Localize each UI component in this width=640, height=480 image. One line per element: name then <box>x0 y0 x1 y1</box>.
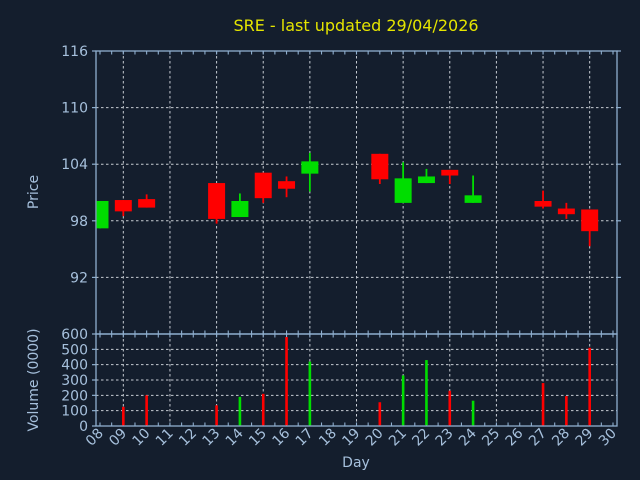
day-tick-label: 29 <box>573 426 597 450</box>
volume-bar-day-23 <box>448 390 452 426</box>
day-tick-label: 18 <box>316 426 340 450</box>
volume-bar-day-24 <box>471 400 475 426</box>
volume-bar-day-10 <box>145 395 148 426</box>
volume-axis-label: Volume (0000) <box>26 328 42 431</box>
price-tick-label: 98 <box>70 214 88 230</box>
day-tick-label: 14 <box>223 425 247 449</box>
price-tick-label: 110 <box>61 101 88 117</box>
day-tick-label: 20 <box>363 426 387 450</box>
volume-tick-label: 500 <box>61 342 88 358</box>
candle-body-day-17 <box>301 161 319 174</box>
day-tick-label: 11 <box>153 426 177 450</box>
day-tick-label: 25 <box>479 426 503 450</box>
day-axis-label: Day <box>342 455 370 471</box>
day-tick-label: 17 <box>293 426 317 450</box>
day-tick-label: 19 <box>339 426 363 450</box>
day-tick-label: 15 <box>246 426 270 450</box>
volume-bar-day-15 <box>261 393 265 426</box>
volume-bar-day-17 <box>308 361 312 426</box>
candle-body-day-14 <box>231 200 249 218</box>
candle-body-day-22 <box>417 176 435 184</box>
volume-bar-day-14 <box>238 396 242 426</box>
volume-bar-day-16 <box>285 337 288 426</box>
candle-body-day-20 <box>371 153 389 180</box>
volume-bar-day-21 <box>401 375 405 426</box>
candle-body-day-8 <box>96 200 109 229</box>
volume-bar-day-20 <box>378 402 382 426</box>
day-tick-label: 30 <box>596 426 620 450</box>
price-tick-label: 104 <box>61 157 88 173</box>
volume-tick-label: 600 <box>61 327 88 343</box>
day-tick-label: 26 <box>503 425 527 449</box>
day-tick-label: 13 <box>199 426 223 450</box>
volume-tick-label: 300 <box>61 373 88 389</box>
volume-tick-label: 200 <box>61 388 88 404</box>
volume-bar-day-13 <box>215 405 218 426</box>
candle-body-day-21 <box>394 178 412 203</box>
chart-title: SRE - last updated 29/04/2026 <box>233 16 478 35</box>
candle-body-day-13 <box>208 183 226 219</box>
day-tick-label: 10 <box>130 426 154 450</box>
volume-tick-label: 0 <box>79 419 88 435</box>
volume-tick-label: 400 <box>61 358 88 374</box>
day-tick-label: 09 <box>106 426 130 450</box>
candles-group <box>96 152 599 247</box>
volume-tick-label: 100 <box>61 404 88 420</box>
candle-body-day-16 <box>278 181 296 189</box>
price-tick-label: 116 <box>61 44 88 60</box>
candle-body-day-23 <box>441 169 459 176</box>
day-tick-label: 12 <box>176 426 200 450</box>
day-tick-label: 22 <box>409 426 433 450</box>
day-tick-label: 16 <box>269 425 293 449</box>
candle-body-day-9 <box>114 200 132 212</box>
volume-bar-day-29 <box>588 347 591 426</box>
day-tick-label: 23 <box>433 426 457 450</box>
volume-bar-day-27 <box>541 383 545 426</box>
volume-bar-day-22 <box>425 360 428 426</box>
candle-body-day-27 <box>534 200 552 207</box>
candle-body-day-28 <box>557 208 575 215</box>
price-axis-label: Price <box>26 175 42 209</box>
volume-bar-day-9 <box>122 406 125 426</box>
candle-body-day-10 <box>138 199 156 208</box>
candle-body-day-29 <box>581 209 599 232</box>
day-tick-label: 24 <box>456 425 480 449</box>
day-tick-label: 21 <box>386 426 410 450</box>
day-tick-label: 28 <box>549 426 573 450</box>
day-tick-label: 27 <box>526 426 550 450</box>
price-tick-label: 92 <box>70 270 88 286</box>
volume-bar-day-28 <box>565 396 568 426</box>
candle-body-day-24 <box>464 195 482 203</box>
candle-body-day-15 <box>254 172 272 199</box>
